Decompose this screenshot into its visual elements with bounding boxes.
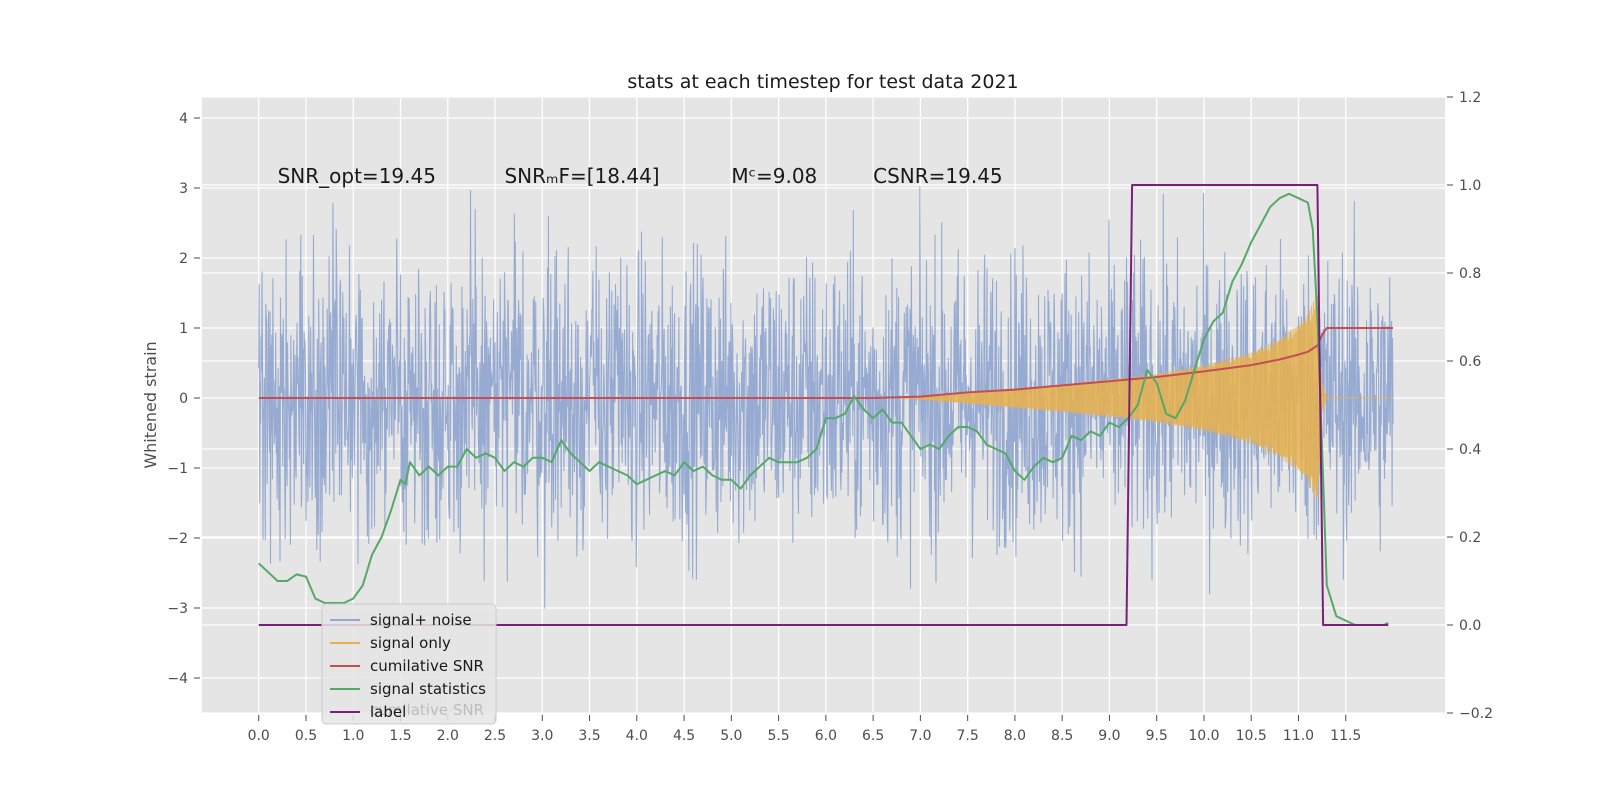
legend-label: label — [370, 703, 406, 721]
legend-label: signal+ noise — [370, 611, 472, 629]
annotation-text: Mᶜ=9.08 — [731, 164, 817, 188]
x-tick-label: 1.0 — [342, 728, 364, 744]
x-tick-label: 8.0 — [1004, 728, 1026, 744]
x-tick-label: 0.5 — [295, 728, 317, 744]
x-axis: 0.0 0.5 1.0 1.5 2.0 2.5 3.0 3.5 4.0 4.5 5.0 5.5 6.0 6… — [248, 715, 1361, 744]
legend-label: signal statistics — [370, 680, 486, 698]
y-tick-label: 0 — [179, 391, 188, 407]
y2-tick-label: 0.4 — [1459, 442, 1481, 458]
y-tick-label: 2 — [179, 251, 188, 267]
series-line-label — [258, 184, 1389, 626]
y2-tick-label: 0.2 — [1459, 530, 1481, 546]
y-tick-label: −3 — [167, 601, 188, 617]
x-tick-label: 1.5 — [389, 728, 411, 744]
x-tick-label: 4.0 — [626, 728, 648, 744]
series-signal-only — [901, 296, 1393, 501]
y-tick-label: −2 — [167, 531, 188, 547]
y-tick-label: 3 — [179, 181, 188, 197]
x-tick-label: 9.5 — [1146, 728, 1168, 744]
y-tick-label: −4 — [167, 671, 188, 687]
legend: cumilative SNR signal+ noise signal only cu… — [321, 603, 497, 725]
x-tick-label: 7.5 — [957, 728, 979, 744]
y2-tick-label: 0.0 — [1459, 618, 1481, 634]
legend-box — [321, 603, 497, 725]
series-line-signal-plus-noise — [258, 186, 1394, 609]
x-tick-label: 10.5 — [1236, 728, 1267, 744]
x-tick-label: 5.5 — [767, 728, 789, 744]
x-tick-label: 7.0 — [909, 728, 931, 744]
x-tick-label: 3.0 — [531, 728, 553, 744]
legend-ghost-text: cumilative SNR — [370, 701, 484, 719]
y2-tick-label: 0.6 — [1459, 354, 1481, 370]
x-tick-label: 10.0 — [1188, 728, 1219, 744]
legend-label: signal only — [370, 634, 451, 652]
x-tick-label: 3.5 — [578, 728, 600, 744]
x-tick-label: 11.0 — [1283, 728, 1314, 744]
x-tick-label: 9.0 — [1098, 728, 1120, 744]
y2-tick-label: 1.0 — [1459, 178, 1481, 194]
x-tick-label: 2.5 — [484, 728, 506, 744]
series-lines — [258, 184, 1393, 626]
x-tick-label: 11.5 — [1330, 728, 1361, 744]
x-tick-label: 0.0 — [248, 728, 270, 744]
legend-label: cumilative SNR — [370, 657, 484, 675]
series-line-signal-only — [901, 296, 1393, 501]
x-tick-label: 6.0 — [815, 728, 837, 744]
y-tick-label: 1 — [179, 321, 188, 337]
y-tick-label: −1 — [167, 461, 188, 477]
x-tick-label: 8.5 — [1051, 728, 1073, 744]
series-signal-plus-noise — [258, 186, 1394, 609]
series-line-signal-statistics — [258, 192, 1389, 626]
y2-tick-label: 0.8 — [1459, 266, 1481, 282]
x-tick-label: 4.5 — [673, 728, 695, 744]
chart-title: stats at each timestep for test data 202… — [627, 71, 1018, 93]
annotation-text: SNRₘF=[18.44] — [504, 164, 659, 188]
x-tick-label: 6.5 — [862, 728, 884, 744]
y2-tick-label: −0.2 — [1459, 706, 1493, 722]
y-axis-right: −0.2 0.0 0.2 0.4 0.6 0.8 1.0 1.2 — [1447, 90, 1493, 722]
annotations: SNR_opt=19.45 SNRₘF=[18.44] Mᶜ=9.08 CSNR=19… — [278, 164, 1003, 188]
y-axis-left: −4 −3 −2 −1 0 1 2 3 4 — [167, 111, 200, 687]
y-axis-label: Whitened strain — [141, 341, 160, 468]
annotation-text: CSNR=19.45 — [873, 164, 1003, 188]
annotation-text: SNR_opt=19.45 — [278, 164, 436, 188]
y2-tick-label: 1.2 — [1459, 90, 1481, 106]
x-tick-label: 5.0 — [720, 728, 742, 744]
y-tick-label: 4 — [179, 111, 188, 127]
x-tick-label: 2.0 — [437, 728, 459, 744]
